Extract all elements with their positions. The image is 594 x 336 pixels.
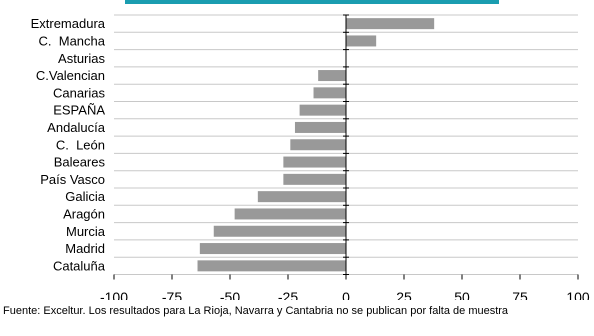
x-tick-label: 0 (342, 289, 350, 300)
category-label: Asturias (58, 51, 105, 66)
category-label: Cataluña (53, 258, 106, 273)
bar (299, 104, 346, 116)
x-tick-label: -50 (220, 289, 240, 300)
x-tick-label: -75 (162, 289, 182, 300)
category-label: Extremadura (31, 16, 106, 31)
category-label: Andalucía (47, 120, 106, 135)
category-label: C.Valencian (36, 68, 105, 83)
bar (213, 225, 346, 237)
bar (318, 70, 346, 82)
bars (197, 18, 435, 272)
bar (290, 139, 346, 151)
x-tick-label: 50 (454, 289, 470, 300)
category-label: País Vasco (40, 172, 105, 187)
source-note: Fuente: Exceltur. Los resultados para La… (3, 305, 509, 317)
bar (283, 156, 346, 168)
category-label: Galicia (65, 189, 106, 204)
x-tick-label: 25 (396, 289, 412, 300)
category-label: Canarias (53, 85, 106, 100)
x-tick-label: -25 (278, 289, 298, 300)
bar (313, 87, 346, 99)
category-label: ESPAÑA (53, 103, 105, 118)
bar (199, 243, 346, 255)
category-labels: Extremadura C. Mancha Asturias C.Valencian C… (31, 16, 106, 273)
x-tick-label: 100 (566, 289, 590, 300)
bar (197, 260, 346, 272)
category-label: C. Mancha (39, 33, 106, 48)
bar-chart: Extremadura C. Mancha Asturias C.Valencian C… (31, 0, 590, 300)
bar (234, 208, 346, 220)
category-label: Aragón (63, 206, 105, 221)
category-label: Baleares (54, 155, 106, 170)
category-label: C. León (56, 137, 105, 152)
x-tick-label: 75 (512, 289, 528, 300)
bar (346, 18, 435, 30)
category-label: Murcia (66, 224, 106, 239)
bar (346, 35, 377, 47)
header-accent-bar (125, 0, 499, 4)
bar (294, 121, 346, 133)
bar (283, 173, 346, 185)
x-tick-labels: -100 -75 -50 -25 0 25 50 75 100 (100, 289, 590, 300)
x-tick-label: -100 (100, 289, 128, 300)
bar (257, 191, 346, 203)
category-label: Madrid (65, 241, 105, 256)
